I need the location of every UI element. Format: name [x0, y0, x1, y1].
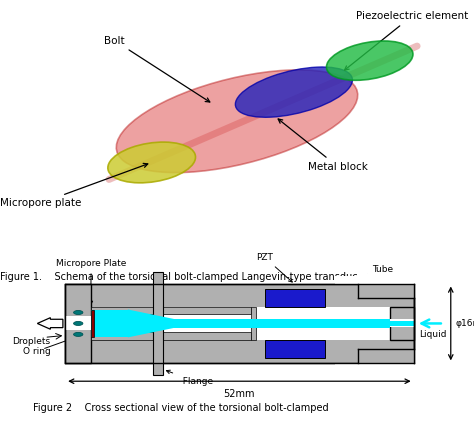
Ellipse shape — [235, 67, 353, 117]
Text: Metal block: Metal block — [278, 119, 368, 172]
Bar — [391, 321, 414, 326]
Bar — [65, 284, 414, 363]
Ellipse shape — [327, 41, 413, 80]
Bar — [174, 319, 391, 328]
Text: Figure 2    Cross sectional view of the torsional bolt-clamped: Figure 2 Cross sectional view of the tor… — [33, 403, 328, 413]
Polygon shape — [128, 310, 174, 337]
Text: Liquid: Liquid — [419, 330, 447, 339]
Text: Figure 1.    Schema of the torsional bolt-clamped Langevin-type transducer: Figure 1. Schema of the torsional bolt-c… — [0, 271, 368, 281]
Bar — [335, 276, 391, 284]
Bar — [163, 307, 251, 314]
Bar — [91, 310, 128, 337]
Text: Micropore plate: Micropore plate — [0, 163, 148, 208]
Bar — [65, 317, 91, 330]
Bar — [391, 307, 414, 340]
Bar — [358, 284, 414, 297]
Circle shape — [73, 333, 83, 336]
Bar — [163, 333, 251, 340]
Bar — [91, 333, 154, 340]
Circle shape — [73, 321, 83, 326]
Text: Tube: Tube — [372, 265, 393, 283]
Bar — [358, 274, 414, 284]
Text: O ring: O ring — [23, 347, 51, 356]
Bar — [358, 363, 414, 373]
FancyArrow shape — [37, 318, 63, 329]
Bar — [358, 349, 414, 363]
Ellipse shape — [116, 70, 358, 173]
Bar — [91, 307, 154, 314]
Bar — [335, 363, 391, 371]
Text: Piezoelectric element: Piezoelectric element — [345, 11, 468, 70]
Bar — [91, 310, 94, 337]
Bar — [265, 288, 325, 307]
Bar — [391, 320, 414, 327]
Text: Droplets: Droplets — [12, 337, 50, 346]
Bar — [154, 271, 163, 375]
Text: PZT: PZT — [256, 253, 292, 282]
Bar — [265, 340, 325, 358]
Text: Flange: Flange — [166, 370, 213, 386]
Circle shape — [73, 310, 83, 314]
Ellipse shape — [108, 142, 196, 183]
Bar — [65, 284, 91, 363]
Text: 52mm: 52mm — [224, 389, 255, 399]
Bar — [91, 307, 391, 340]
Bar — [251, 307, 255, 340]
Text: φ16mm: φ16mm — [456, 319, 474, 328]
Text: Bolt: Bolt — [104, 36, 210, 102]
Text: Micropore Plate: Micropore Plate — [56, 259, 126, 305]
